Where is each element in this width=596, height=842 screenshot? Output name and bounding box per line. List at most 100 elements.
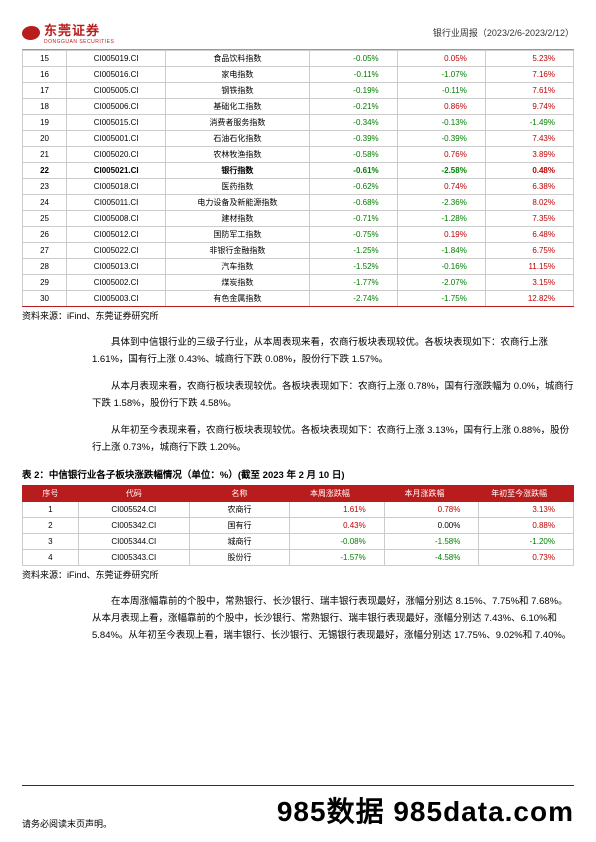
row-v1: -0.39%: [309, 131, 397, 147]
table-row: 21CI005020.CI农林牧渔指数-0.58%0.76%3.89%: [23, 147, 574, 163]
row-name: 国有行: [189, 517, 289, 533]
row-v1: -1.25%: [309, 243, 397, 259]
row-v2: -1.84%: [397, 243, 485, 259]
table-row: 4CI005343.CI股份行-1.57%-4.58%0.73%: [23, 549, 574, 565]
row-name: 石油石化指数: [166, 131, 309, 147]
row-v1: -1.52%: [309, 259, 397, 275]
row-num: 22: [23, 163, 67, 179]
paragraph-4: 在本周涨幅靠前的个股中，常熟银行、长沙银行、瑞丰银行表现最好，涨幅分别达 8.1…: [92, 593, 574, 644]
table1-source: 资料来源：iFind、东莞证券研究所: [22, 309, 574, 322]
row-code: CI005013.CI: [67, 259, 166, 275]
row-code: CI005022.CI: [67, 243, 166, 259]
row-name: 钢铁指数: [166, 83, 309, 99]
row-name: 家电指数: [166, 67, 309, 83]
table-row: 30CI005003.CI有色金属指数-2.74%-1.75%12.82%: [23, 291, 574, 307]
row-v2: -1.07%: [397, 67, 485, 83]
row-name: 食品饮料指数: [166, 51, 309, 67]
row-code: CI005343.CI: [78, 549, 189, 565]
row-code: CI005344.CI: [78, 533, 189, 549]
row-code: CI005003.CI: [67, 291, 166, 307]
row-v3: 7.43%: [485, 131, 573, 147]
col-header: 名称: [189, 485, 289, 501]
row-v3: 6.75%: [485, 243, 573, 259]
row-name: 汽车指数: [166, 259, 309, 275]
row-num: 16: [23, 67, 67, 83]
row-v2: -2.58%: [397, 163, 485, 179]
row-name: 农林牧渔指数: [166, 147, 309, 163]
paragraph-3: 从年初至今表现来看，农商行板块表现较优。各板块表现如下：农商行上涨 3.13%，…: [92, 422, 574, 456]
row-v1: -0.62%: [309, 179, 397, 195]
table-row: 24CI005011.CI电力设备及新能源指数-0.68%-2.36%8.02%: [23, 195, 574, 211]
row-name: 建材指数: [166, 211, 309, 227]
row-v2: 0.74%: [397, 179, 485, 195]
row-v2: 0.78%: [384, 501, 479, 517]
row-v2: 0.19%: [397, 227, 485, 243]
logo: 东莞证券 DONGGUAN SECURITIES: [22, 20, 114, 45]
row-v1: -0.58%: [309, 147, 397, 163]
row-v2: -0.39%: [397, 131, 485, 147]
row-code: CI005020.CI: [67, 147, 166, 163]
row-num: 3: [23, 533, 79, 549]
row-v3: 0.73%: [479, 549, 574, 565]
row-code: CI005012.CI: [67, 227, 166, 243]
row-name: 股份行: [189, 549, 289, 565]
page-footer: 请务必阅读末页声明。 985数据 985data.com: [22, 785, 574, 830]
col-header: 序号: [23, 485, 79, 501]
row-num: 26: [23, 227, 67, 243]
row-code: CI005001.CI: [67, 131, 166, 147]
row-code: CI005524.CI: [78, 501, 189, 517]
row-num: 1: [23, 501, 79, 517]
row-num: 30: [23, 291, 67, 307]
logo-icon: [21, 26, 40, 40]
table-row: 27CI005022.CI非银行金融指数-1.25%-1.84%6.75%: [23, 243, 574, 259]
table-row: 19CI005015.CI消费者服务指数-0.34%-0.13%-1.49%: [23, 115, 574, 131]
row-v3: 0.88%: [479, 517, 574, 533]
row-code: CI005019.CI: [67, 51, 166, 67]
row-v1: -0.34%: [309, 115, 397, 131]
table-row: 3CI005344.CI城商行-0.08%-1.58%-1.20%: [23, 533, 574, 549]
row-v1: -1.77%: [309, 275, 397, 291]
table-row: 23CI005018.CI医药指数-0.62%0.74%6.38%: [23, 179, 574, 195]
table-row: 2CI005342.CI国有行0.43%0.00%0.88%: [23, 517, 574, 533]
row-v1: -2.74%: [309, 291, 397, 307]
report-title: 银行业周报（2023/2/6-2023/2/12）: [433, 26, 574, 39]
row-v3: 5.23%: [485, 51, 573, 67]
table-row: 17CI005005.CI钢铁指数-0.19%-0.11%7.61%: [23, 83, 574, 99]
footer-disclaimer: 请务必阅读末页声明。: [22, 817, 112, 830]
row-code: CI005342.CI: [78, 517, 189, 533]
row-name: 国防军工指数: [166, 227, 309, 243]
row-v2: 0.76%: [397, 147, 485, 163]
row-v2: -0.16%: [397, 259, 485, 275]
row-v1: 0.43%: [290, 517, 385, 533]
row-v3: 7.16%: [485, 67, 573, 83]
page-header: 东莞证券 DONGGUAN SECURITIES 银行业周报（2023/2/6-…: [22, 20, 574, 45]
table-row: 26CI005012.CI国防军工指数-0.75%0.19%6.48%: [23, 227, 574, 243]
row-code: CI005008.CI: [67, 211, 166, 227]
row-num: 4: [23, 549, 79, 565]
col-header: 本周涨跌幅: [290, 485, 385, 501]
row-name: 农商行: [189, 501, 289, 517]
row-num: 28: [23, 259, 67, 275]
row-v1: -1.57%: [290, 549, 385, 565]
row-name: 有色金属指数: [166, 291, 309, 307]
row-num: 24: [23, 195, 67, 211]
row-v1: -0.05%: [309, 51, 397, 67]
row-v3: -1.20%: [479, 533, 574, 549]
row-num: 23: [23, 179, 67, 195]
row-name: 医药指数: [166, 179, 309, 195]
row-v2: -4.58%: [384, 549, 479, 565]
row-v3: 11.15%: [485, 259, 573, 275]
row-num: 29: [23, 275, 67, 291]
row-code: CI005011.CI: [67, 195, 166, 211]
logo-text-cn: 东莞证券: [44, 20, 114, 39]
row-code: CI005005.CI: [67, 83, 166, 99]
row-v1: -0.75%: [309, 227, 397, 243]
row-v3: 9.74%: [485, 99, 573, 115]
row-v3: 12.82%: [485, 291, 573, 307]
row-v3: 3.89%: [485, 147, 573, 163]
row-v1: -0.68%: [309, 195, 397, 211]
row-v2: -2.36%: [397, 195, 485, 211]
row-v2: 0.05%: [397, 51, 485, 67]
row-num: 21: [23, 147, 67, 163]
row-num: 19: [23, 115, 67, 131]
